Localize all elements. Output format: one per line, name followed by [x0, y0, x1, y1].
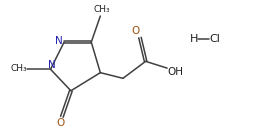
- Text: N: N: [55, 36, 63, 46]
- Text: N: N: [47, 60, 55, 70]
- Text: CH₃: CH₃: [10, 64, 27, 73]
- Text: H: H: [189, 34, 198, 44]
- Text: O: O: [131, 26, 139, 36]
- Text: OH: OH: [166, 66, 182, 77]
- Text: O: O: [56, 118, 65, 128]
- Text: Cl: Cl: [209, 34, 219, 44]
- Text: CH₃: CH₃: [93, 5, 109, 14]
